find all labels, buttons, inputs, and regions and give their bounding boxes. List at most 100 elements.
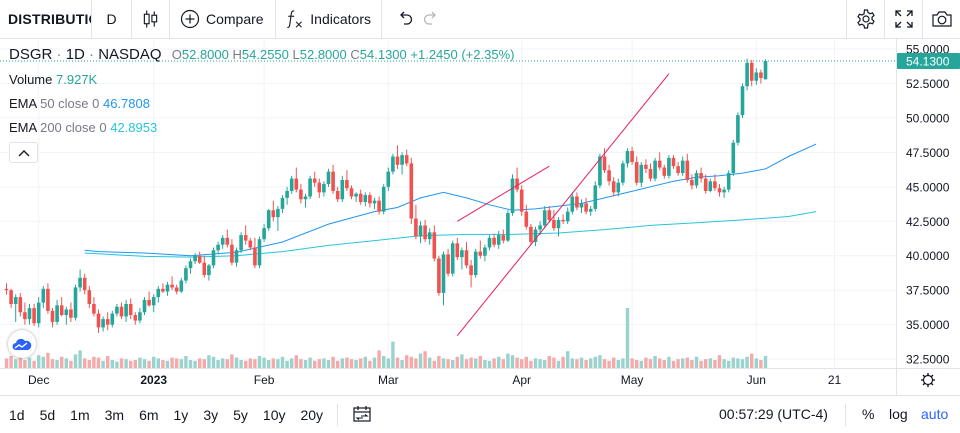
volume-bar bbox=[727, 360, 731, 368]
chart-type-button[interactable] bbox=[132, 0, 170, 38]
volume-bar bbox=[621, 358, 625, 368]
legend-volume[interactable]: Volume 7.927K bbox=[9, 72, 97, 87]
candle-body bbox=[588, 208, 593, 212]
range-3y[interactable]: 3y bbox=[203, 406, 219, 423]
volume-bar bbox=[561, 356, 565, 368]
volume-bar bbox=[487, 360, 492, 368]
legend-ema50[interactable]: EMA 50 close 0 46.7808 bbox=[9, 96, 150, 111]
price-tick-label: 42.5000 bbox=[906, 215, 950, 229]
ema200-params: 200 close 0 bbox=[40, 120, 107, 135]
candle-body bbox=[593, 185, 598, 209]
volume-bar bbox=[230, 354, 234, 368]
volume-bar bbox=[575, 359, 579, 368]
candle-body bbox=[9, 290, 13, 304]
indicators-button[interactable]: Indicators bbox=[276, 0, 382, 38]
tradingview-logo[interactable] bbox=[8, 330, 36, 358]
candle-body bbox=[515, 178, 519, 190]
auto-scale-toggle[interactable]: auto bbox=[921, 406, 949, 422]
candle-body bbox=[400, 155, 404, 165]
volume-bar bbox=[704, 359, 708, 368]
range-1m[interactable]: 1m bbox=[70, 406, 90, 423]
candle-body bbox=[529, 226, 533, 242]
volume-bar bbox=[699, 360, 703, 368]
bottom-toolbar: 1d 5d 1m 3m 6m 1y 3y 5y 10y 20y 00:57:29… bbox=[0, 396, 960, 433]
candle-body bbox=[676, 166, 680, 174]
candle-body bbox=[671, 157, 676, 167]
volume-bar bbox=[308, 357, 312, 368]
percent-scale-toggle[interactable]: % bbox=[862, 406, 875, 422]
range-10y[interactable]: 10y bbox=[262, 406, 286, 423]
candle-body bbox=[23, 312, 27, 320]
volume-bar bbox=[754, 358, 758, 368]
ema50-line bbox=[84, 143, 817, 257]
candle-body bbox=[519, 189, 524, 212]
candle-body bbox=[55, 305, 59, 322]
candle-body bbox=[358, 193, 363, 202]
candle-body bbox=[506, 213, 510, 241]
time-tick-label: 21 bbox=[828, 373, 842, 387]
candle-body bbox=[220, 237, 225, 245]
range-1y[interactable]: 1y bbox=[173, 406, 189, 423]
legend-symbol: DSGR bbox=[9, 46, 53, 63]
range-5d[interactable]: 5d bbox=[39, 406, 56, 423]
volume-bar bbox=[602, 359, 607, 368]
candle-body bbox=[717, 188, 722, 193]
range-20y[interactable]: 20y bbox=[300, 406, 324, 423]
legend-ema200[interactable]: EMA 200 close 0 42.8953 bbox=[9, 120, 157, 135]
log-scale-toggle[interactable]: log bbox=[889, 406, 908, 422]
symbol-name: DISTRIBUTION bbox=[8, 11, 91, 27]
candle-body bbox=[602, 156, 607, 171]
interval-button[interactable]: D bbox=[92, 0, 132, 38]
volume-bar bbox=[658, 358, 662, 368]
volume-bar bbox=[354, 360, 358, 368]
undo-redo-group bbox=[382, 0, 454, 38]
candle-body bbox=[510, 178, 515, 214]
range-1d[interactable]: 1d bbox=[9, 406, 25, 423]
clock[interactable]: 00:57:29 (UTC-4) bbox=[719, 406, 828, 422]
screenshot-button[interactable] bbox=[922, 0, 960, 38]
candle-body bbox=[312, 178, 317, 183]
volume-bar bbox=[303, 360, 308, 368]
compare-button[interactable]: Compare bbox=[170, 0, 276, 38]
axis-settings-icon[interactable] bbox=[921, 373, 935, 387]
range-5y[interactable]: 5y bbox=[233, 406, 248, 423]
fullscreen-button[interactable] bbox=[884, 0, 922, 38]
candle-body bbox=[165, 284, 170, 292]
volume-bar bbox=[464, 359, 469, 368]
volume-bar bbox=[165, 360, 170, 368]
candle-body bbox=[266, 210, 271, 229]
candle-body bbox=[552, 219, 556, 229]
undo-icon[interactable] bbox=[396, 10, 414, 28]
candle-body bbox=[105, 319, 110, 325]
symbol-search[interactable]: DISTRIBUTION bbox=[0, 0, 92, 38]
range-6m[interactable]: 6m bbox=[139, 406, 159, 423]
volume-bar bbox=[515, 357, 519, 368]
volume-bar bbox=[14, 359, 18, 368]
redo-icon[interactable] bbox=[422, 10, 440, 28]
candle-body bbox=[685, 160, 690, 180]
volume-bar bbox=[115, 361, 119, 368]
range-3m[interactable]: 3m bbox=[104, 406, 125, 423]
volume-bar bbox=[83, 358, 87, 368]
range-selector: 1d 5d 1m 3m 6m 1y 3y 5y 10y 20y bbox=[0, 407, 338, 423]
candle-body bbox=[239, 235, 243, 251]
candle-body bbox=[667, 157, 671, 176]
volume-bar bbox=[395, 357, 400, 368]
candle-body bbox=[722, 189, 726, 193]
legend-collapse-button[interactable] bbox=[9, 142, 38, 163]
goto-date-icon[interactable] bbox=[352, 404, 372, 424]
volume-bar bbox=[60, 356, 64, 368]
candle-body bbox=[648, 168, 653, 179]
ema200-value: 42.8953 bbox=[110, 120, 158, 135]
volume-bar bbox=[460, 354, 464, 368]
candle-body bbox=[133, 315, 138, 321]
volume-bar bbox=[616, 360, 620, 368]
volume-bar bbox=[713, 360, 717, 368]
ema200-line bbox=[84, 211, 817, 258]
candle-body bbox=[386, 171, 391, 187]
candle-body bbox=[483, 247, 487, 256]
settings-button[interactable] bbox=[846, 0, 884, 38]
candle-body bbox=[441, 254, 446, 293]
candle-body bbox=[147, 299, 151, 306]
price-chart[interactable]: 55.000052.500050.000047.500045.000042.50… bbox=[0, 38, 960, 396]
